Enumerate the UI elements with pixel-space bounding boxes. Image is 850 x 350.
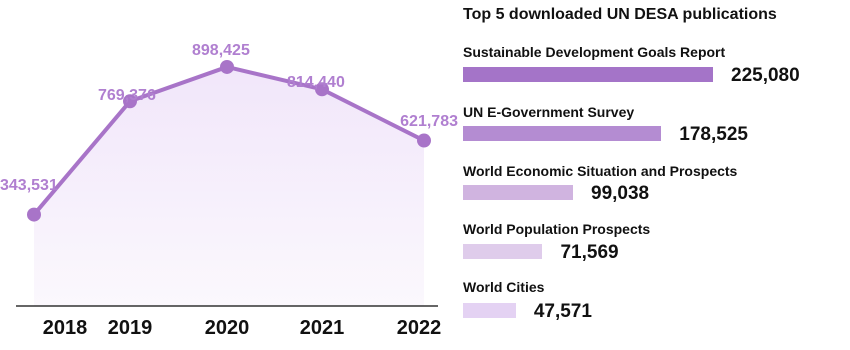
publication-bar-3	[463, 185, 573, 200]
publication-value-5: 47,571	[533, 301, 592, 322]
downloads-line-chart: 343,531 2018 769,376 2019 898,425 2020 814,440…	[0, 42, 458, 339]
data-point-2022	[417, 133, 431, 148]
year-label-2019: 2019	[108, 317, 153, 339]
downloads-area-fill	[34, 66, 424, 306]
publication-bar-5	[463, 303, 516, 318]
value-label-2021: 814,440	[287, 74, 345, 91]
publication-value-3: 99,038	[591, 183, 650, 204]
data-point-2019	[123, 94, 137, 109]
publication-bar-1	[463, 67, 713, 82]
value-label-2018: 343,531	[0, 177, 58, 194]
publication-bar-2	[463, 126, 662, 141]
publication-name-3: World Economic Situation and Prospects	[463, 163, 738, 179]
year-label-2021: 2021	[300, 317, 345, 339]
data-point-2020	[220, 59, 234, 74]
publication-name-4: World Population Prospects	[463, 221, 651, 237]
publication-value-1: 225,080	[731, 65, 800, 86]
year-label-2018: 2018	[43, 317, 88, 339]
data-point-2021	[315, 82, 329, 97]
year-label-2022: 2022	[397, 317, 442, 339]
publication-value-2: 178,525	[679, 124, 748, 145]
publication-name-1: Sustainable Development Goals Report	[463, 44, 726, 60]
year-label-2020: 2020	[205, 317, 250, 339]
publication-name-5: World Cities	[463, 279, 545, 295]
value-label-2022: 621,783	[400, 113, 458, 130]
publication-value-4: 71,569	[560, 242, 619, 263]
data-point-2018	[27, 207, 41, 222]
value-label-2019: 769,376	[98, 87, 156, 104]
publication-name-2: UN E-Government Survey	[463, 104, 635, 120]
top-publications-title: Top 5 downloaded UN DESA publications	[463, 6, 777, 23]
publication-bar-4	[463, 244, 543, 259]
value-label-2020: 898,425	[192, 42, 250, 59]
